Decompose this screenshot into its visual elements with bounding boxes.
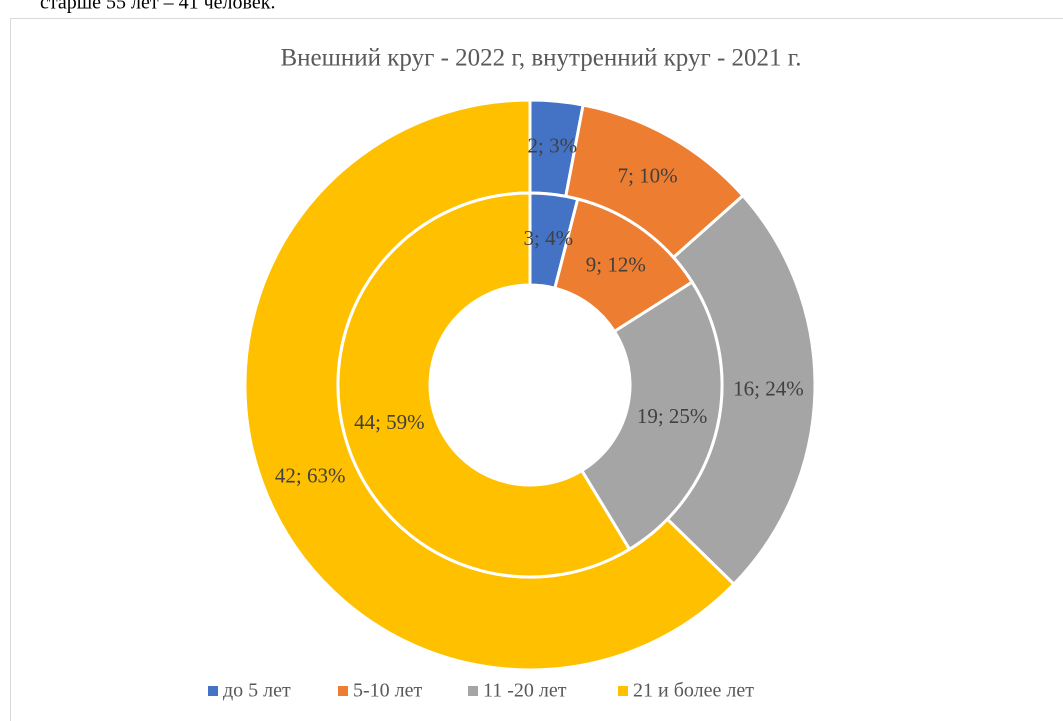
data-label: 2; 3% bbox=[528, 133, 578, 157]
legend-label: до 5 лет bbox=[223, 680, 291, 702]
data-label: 44; 59% bbox=[354, 410, 425, 434]
data-label: 3; 4% bbox=[524, 226, 574, 250]
legend-swatch bbox=[618, 686, 628, 696]
data-label: 7; 10% bbox=[618, 163, 678, 187]
data-label: 9; 12% bbox=[586, 253, 646, 277]
chart-title: Внешний круг - 2022 г, внутренний круг -… bbox=[281, 45, 802, 72]
doughnut-segment bbox=[579, 280, 724, 552]
legend-swatch bbox=[338, 686, 348, 696]
legend-swatch bbox=[208, 686, 218, 696]
legend-label: 5-10 лет bbox=[353, 680, 423, 702]
data-label: 19; 25% bbox=[637, 404, 708, 428]
legend-label: 21 и более лет bbox=[633, 680, 754, 702]
data-label: 16; 24% bbox=[733, 376, 804, 400]
data-label: 42; 63% bbox=[275, 463, 346, 487]
doughnut-segment bbox=[336, 191, 632, 579]
legend-swatch bbox=[468, 686, 478, 696]
legend-label: 11 -20 лет bbox=[483, 680, 567, 702]
page-text: старше 55 лет – 41 человек. bbox=[40, 0, 275, 14]
